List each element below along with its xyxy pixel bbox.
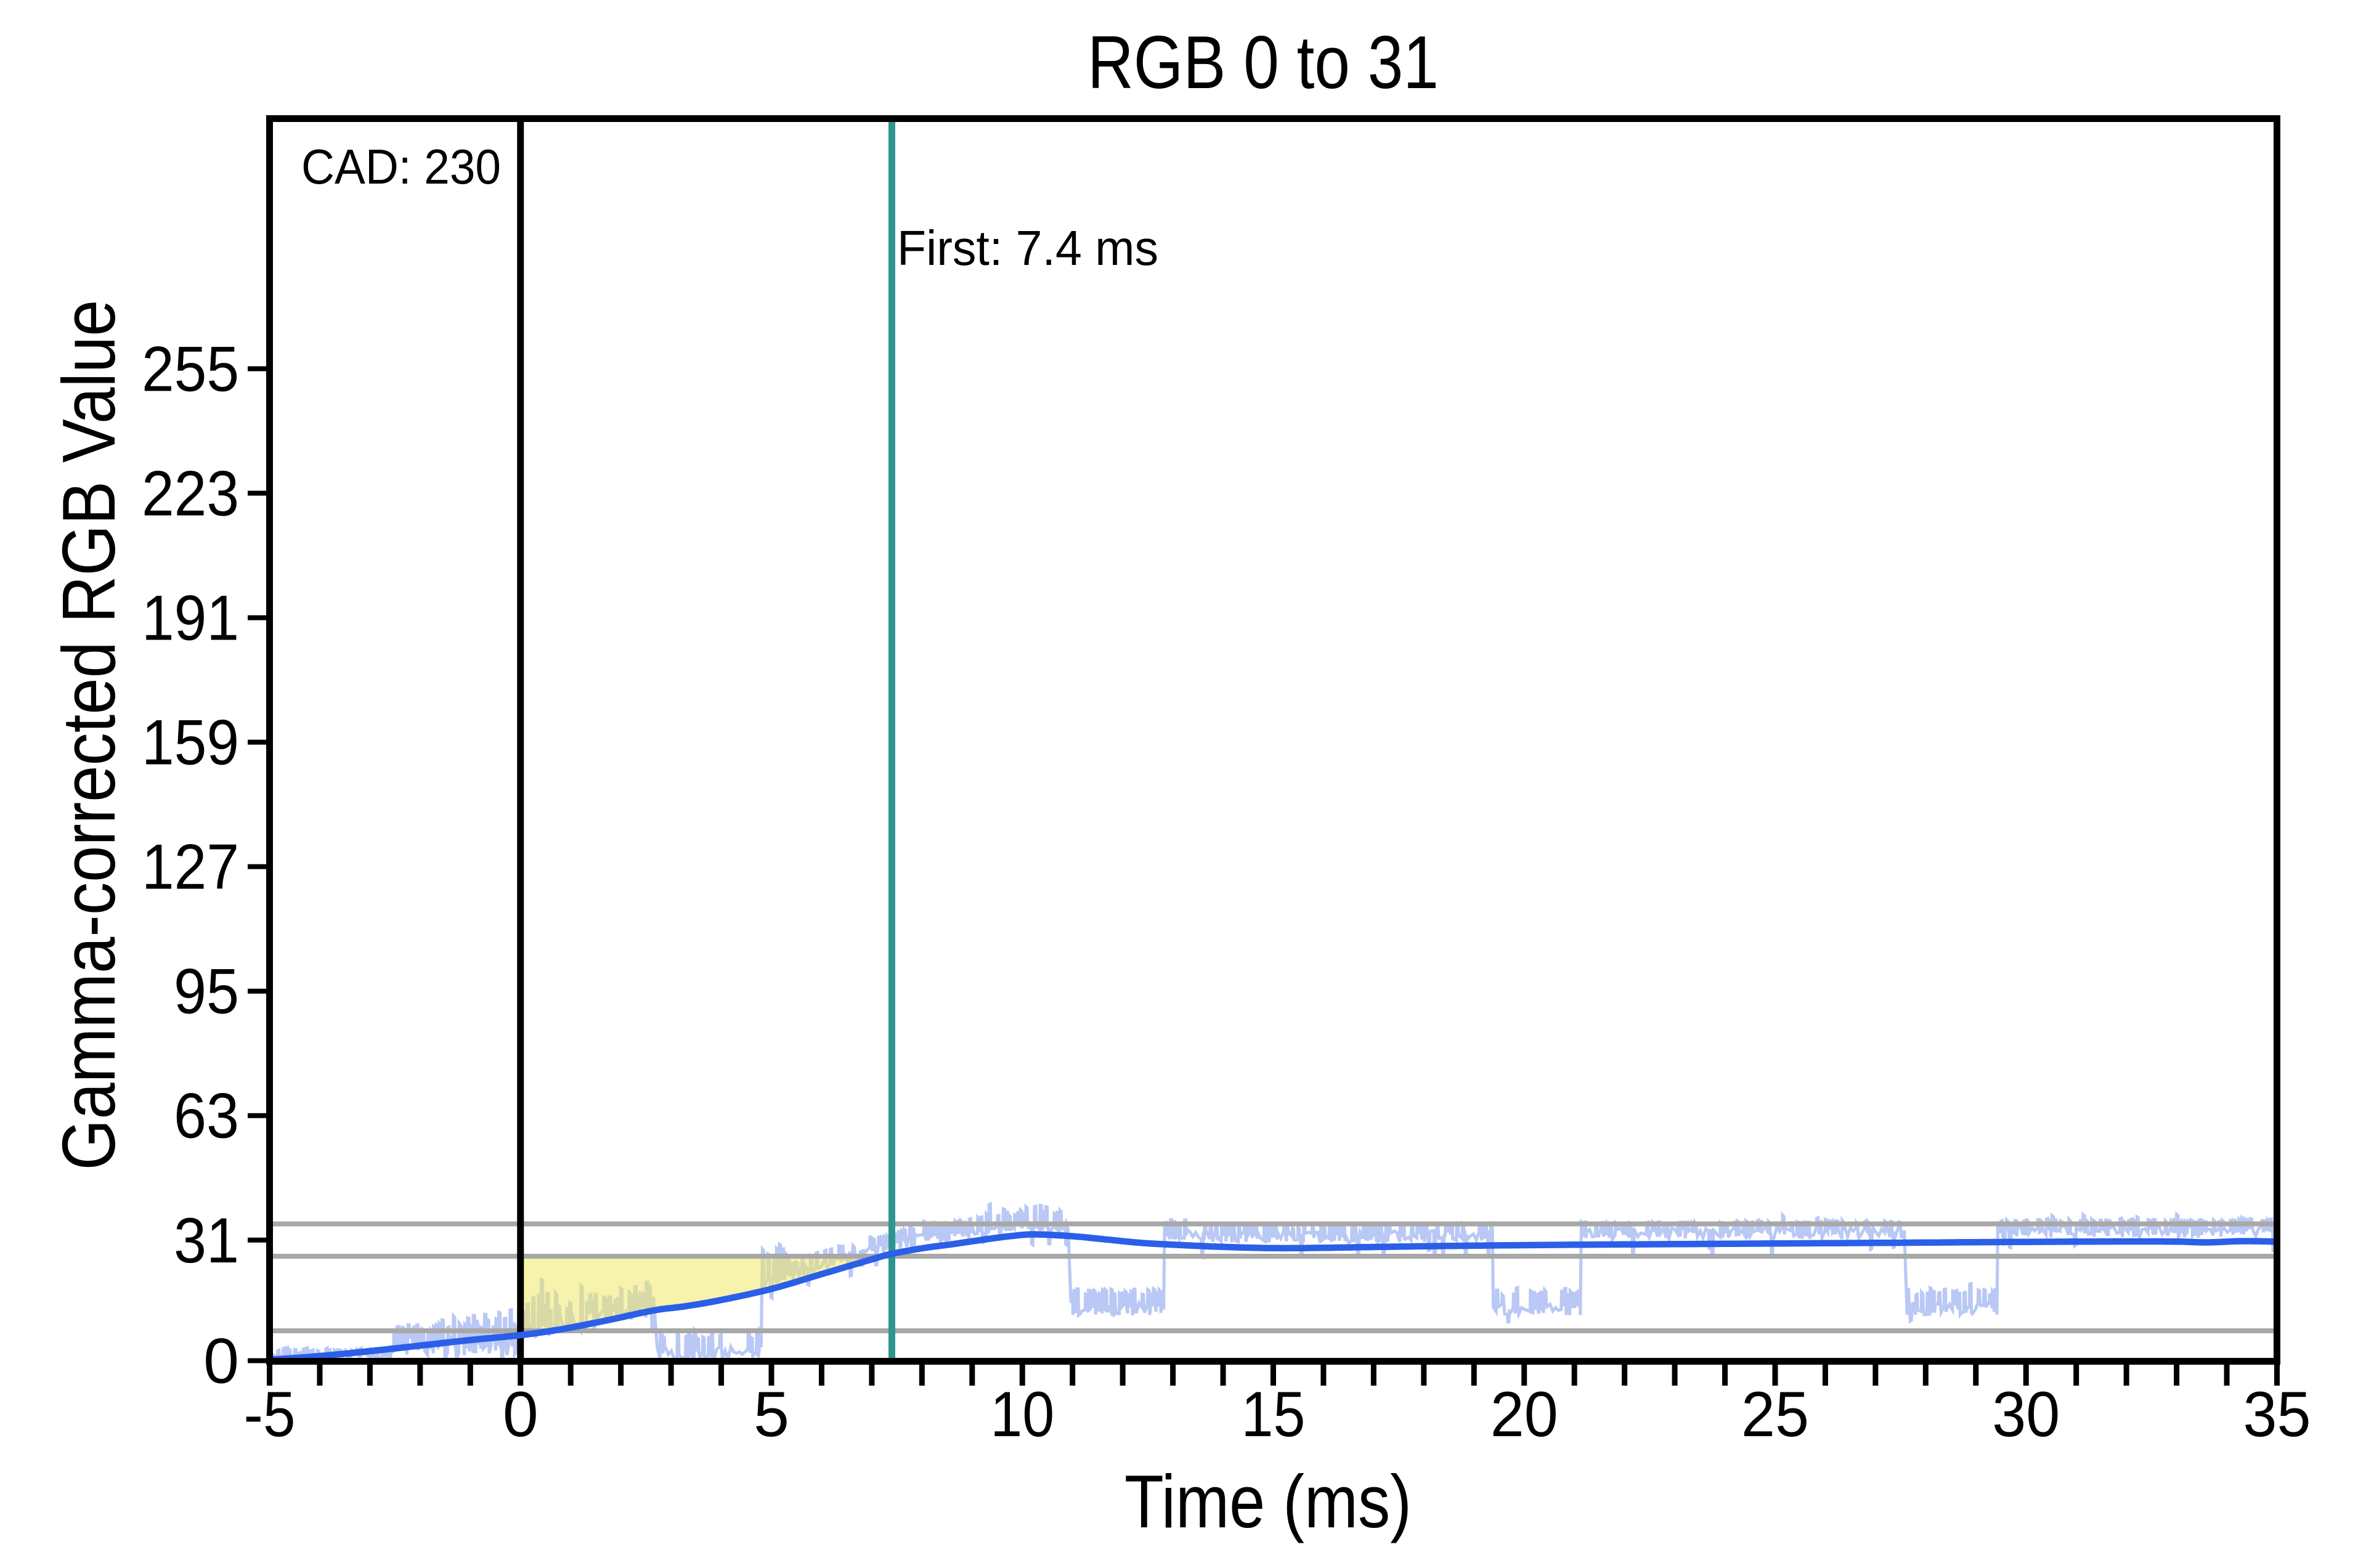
svg-text:CAD: 230: CAD: 230 [301, 139, 501, 194]
svg-text:63: 63 [174, 1081, 239, 1152]
svg-text:223: 223 [142, 458, 239, 530]
svg-text:Gamma-corrected RGB Value: Gamma-corrected RGB Value [47, 300, 131, 1171]
svg-text:First: 7.4 ms: First: 7.4 ms [897, 221, 1158, 275]
svg-text:159: 159 [142, 707, 239, 779]
svg-text:0: 0 [203, 1326, 239, 1397]
svg-text:10: 10 [990, 1379, 1054, 1450]
svg-text:15: 15 [1242, 1379, 1306, 1450]
svg-text:127: 127 [142, 832, 239, 903]
svg-text:20: 20 [1490, 1379, 1558, 1450]
svg-text:Time (ms): Time (ms) [1124, 1460, 1412, 1543]
svg-text:95: 95 [174, 956, 239, 1028]
svg-text:5: 5 [754, 1379, 789, 1450]
svg-text:25: 25 [1741, 1379, 1809, 1450]
svg-text:255: 255 [142, 334, 239, 405]
svg-text:35: 35 [2243, 1379, 2311, 1450]
svg-text:31: 31 [174, 1205, 239, 1277]
svg-text:191: 191 [142, 583, 239, 654]
svg-text:-5: -5 [244, 1379, 296, 1450]
svg-text:0: 0 [503, 1379, 539, 1450]
svg-text:30: 30 [1992, 1379, 2060, 1450]
svg-text:RGB 0 to 31: RGB 0 to 31 [1087, 20, 1439, 104]
